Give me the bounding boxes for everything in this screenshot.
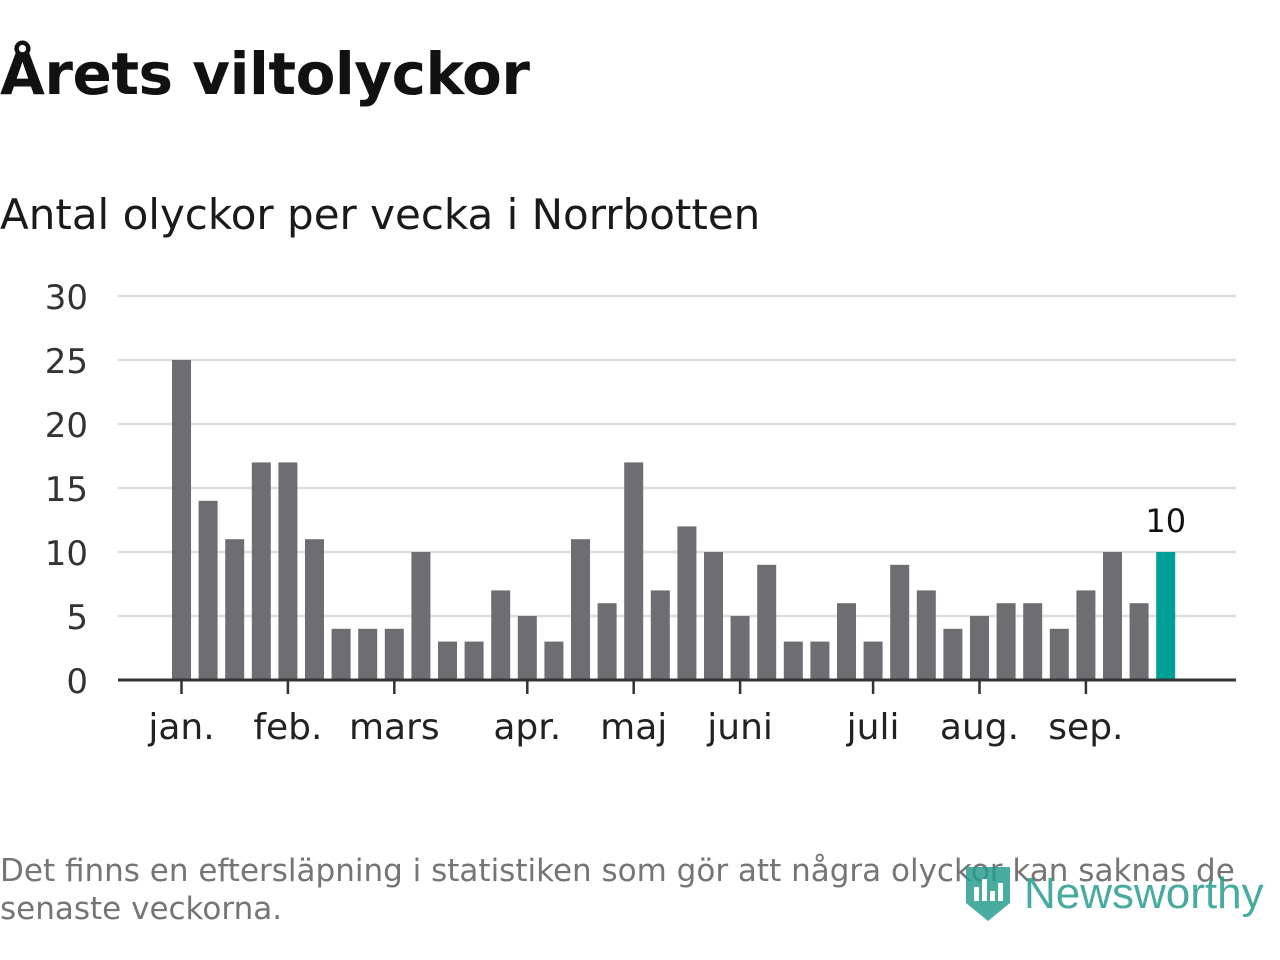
x-axis: jan. feb. mars apr. maj juni juli aug. sep.	[118, 678, 1236, 748]
y-tick-label: 20	[45, 406, 88, 446]
bar	[757, 564, 777, 680]
y-tick-label: 25	[45, 342, 88, 382]
footnote: Det finns en eftersläpning i statistiken…	[0, 853, 1235, 927]
chart-title: Årets viltolyckor	[0, 40, 530, 108]
bar-highlighted	[1156, 552, 1176, 680]
y-tick-label: 30	[45, 278, 88, 318]
bar	[624, 462, 644, 680]
bar	[1023, 603, 1043, 680]
bar	[837, 603, 856, 680]
bar	[970, 616, 989, 680]
bar	[411, 552, 431, 680]
bar	[305, 539, 324, 680]
chart-subtitle: Antal olyckor per vecka i Norrbotten	[0, 190, 761, 239]
bar	[730, 616, 750, 680]
bar	[783, 641, 803, 680]
bar	[1129, 603, 1149, 680]
bar	[172, 360, 191, 680]
bar	[225, 539, 245, 680]
bar	[996, 603, 1016, 680]
bar	[677, 526, 697, 680]
gridlines	[118, 294, 1236, 618]
bar	[571, 539, 590, 680]
bar	[810, 641, 830, 680]
bar	[438, 641, 457, 680]
bar-chart-shield-icon	[966, 867, 1010, 921]
x-tick-label: maj	[600, 707, 667, 748]
bar	[544, 641, 564, 680]
bar	[943, 628, 963, 680]
bar	[251, 462, 271, 680]
highlight-value-label: 10	[1145, 502, 1186, 540]
bar-chart: 0 5 10 15 20 25 30 jan. feb. mars apr. maj juni juli…	[45, 278, 1236, 748]
bar	[704, 552, 723, 680]
x-tick-label: sep.	[1048, 707, 1123, 748]
bar	[384, 628, 404, 680]
y-axis-ticks: 0 5 10 15 20 25 30	[45, 278, 88, 702]
bar	[916, 590, 936, 680]
bar	[358, 628, 378, 680]
x-tick-label: mars	[349, 707, 440, 748]
bar	[517, 616, 537, 680]
x-tick-label: jan.	[147, 707, 214, 748]
x-tick-label: feb.	[253, 707, 322, 748]
bar	[278, 462, 298, 680]
bar	[491, 590, 511, 680]
y-tick-label: 15	[45, 470, 88, 510]
y-tick-label: 0	[66, 662, 88, 702]
x-tick-label: apr.	[493, 707, 561, 748]
bar	[650, 590, 670, 680]
y-tick-label: 5	[66, 598, 88, 638]
bar	[1049, 628, 1069, 680]
x-tick-label: aug.	[940, 707, 1019, 748]
brand-name: Newsworthy	[1024, 869, 1264, 918]
newsworthy-logo: Newsworthy	[962, 862, 1264, 926]
x-tick-label: juni	[706, 707, 773, 748]
bar	[331, 628, 351, 680]
bars	[172, 360, 1176, 680]
x-tick-label: juli	[846, 707, 900, 748]
bar	[1076, 590, 1096, 680]
bar	[198, 500, 218, 680]
bar	[597, 603, 617, 680]
bar	[890, 564, 910, 680]
bar	[1103, 552, 1122, 680]
bar	[863, 641, 883, 680]
y-tick-label: 10	[45, 534, 88, 574]
bar	[464, 641, 484, 680]
data-labels: 10	[1145, 502, 1186, 540]
